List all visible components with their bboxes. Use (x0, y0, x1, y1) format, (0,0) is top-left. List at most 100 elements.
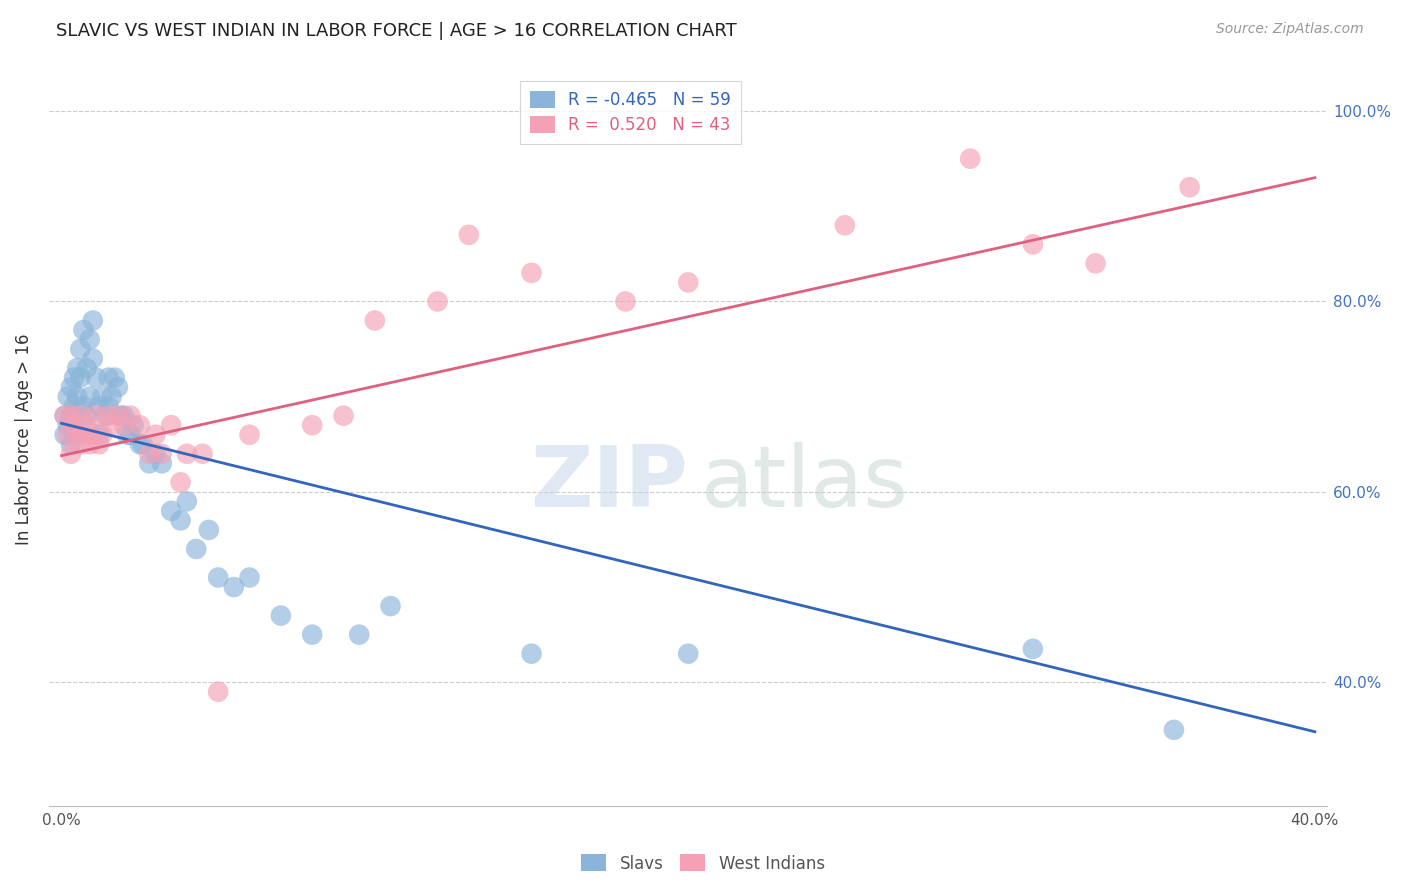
Point (59, 380, 82, 394)
Point (72, 323, 94, 337)
Text: atlas: atlas (702, 442, 910, 525)
Point (117, 427, 139, 442)
Point (63, 370, 86, 384)
Point (91, 390, 114, 404)
Point (97, 399, 120, 413)
Point (222, 580, 245, 594)
Point (72, 427, 94, 442)
Point (79, 437, 101, 451)
Point (63, 399, 86, 413)
Point (56, 427, 79, 442)
Point (364, 313, 387, 327)
Point (676, 647, 699, 661)
Point (87, 437, 110, 451)
Point (301, 418, 323, 433)
Point (207, 685, 229, 699)
Point (120, 409, 142, 423)
Point (97, 409, 120, 423)
Point (150, 456, 173, 470)
Point (520, 266, 543, 280)
Point (160, 418, 183, 433)
Point (63, 418, 86, 433)
Point (84, 370, 107, 384)
Point (79, 390, 101, 404)
Point (145, 427, 167, 442)
Legend: Slavs, West Indians: Slavs, West Indians (575, 847, 831, 880)
Point (63, 418, 86, 433)
Point (426, 294, 449, 309)
Point (1163, 723, 1185, 737)
Point (69, 437, 91, 451)
Point (107, 380, 129, 394)
Point (66, 427, 89, 442)
Point (104, 370, 127, 384)
Point (69, 342, 91, 356)
Point (59, 437, 82, 451)
Point (132, 437, 155, 451)
Point (76, 418, 98, 433)
Point (72, 399, 94, 413)
Point (169, 475, 191, 490)
Point (66, 427, 89, 442)
Point (676, 276, 699, 290)
Point (56, 418, 79, 433)
Point (84, 409, 107, 423)
Point (87, 427, 110, 442)
Point (176, 494, 198, 508)
Point (138, 456, 160, 470)
Point (100, 390, 122, 404)
Point (238, 570, 260, 584)
Point (66, 390, 89, 404)
Point (270, 608, 292, 623)
Point (82, 351, 104, 366)
Point (176, 447, 198, 461)
Point (150, 447, 173, 461)
Text: SLAVIC VS WEST INDIAN IN LABOR FORCE | AGE > 16 CORRELATION CHART: SLAVIC VS WEST INDIAN IN LABOR FORCE | A… (56, 22, 737, 40)
Point (120, 427, 142, 442)
Point (69, 370, 91, 384)
Point (614, 294, 637, 309)
Point (56, 390, 79, 404)
Y-axis label: In Labor Force | Age > 16: In Labor Force | Age > 16 (15, 334, 32, 545)
Point (128, 418, 150, 433)
Point (347, 627, 370, 641)
Text: Source: ZipAtlas.com: Source: ZipAtlas.com (1216, 22, 1364, 37)
Point (107, 409, 129, 423)
Point (1178, 180, 1201, 194)
Point (112, 409, 135, 423)
Point (186, 541, 208, 556)
Point (520, 647, 543, 661)
Point (138, 447, 160, 461)
Point (332, 409, 354, 423)
Point (110, 409, 132, 423)
Point (1022, 641, 1045, 656)
Point (207, 570, 229, 584)
Point (122, 418, 145, 433)
Point (238, 427, 260, 442)
Point (82, 427, 104, 442)
Point (169, 513, 191, 527)
Point (91, 427, 114, 442)
Point (191, 447, 214, 461)
Point (53, 427, 76, 442)
Point (82, 313, 104, 327)
Text: ZIP: ZIP (530, 442, 688, 525)
Point (959, 152, 981, 166)
Legend: R = -0.465   N = 59, R =  0.520   N = 43: R = -0.465 N = 59, R = 0.520 N = 43 (520, 81, 741, 145)
Point (66, 361, 89, 376)
Point (100, 418, 122, 433)
Point (59, 409, 82, 423)
Point (145, 447, 167, 461)
Point (160, 504, 183, 518)
Point (112, 418, 135, 433)
Point (301, 627, 323, 641)
Point (87, 399, 110, 413)
Point (94, 409, 117, 423)
Point (59, 409, 82, 423)
Point (97, 370, 120, 384)
Point (76, 361, 98, 376)
Point (457, 227, 479, 242)
Point (79, 333, 101, 347)
Point (380, 599, 402, 613)
Point (1084, 256, 1107, 270)
